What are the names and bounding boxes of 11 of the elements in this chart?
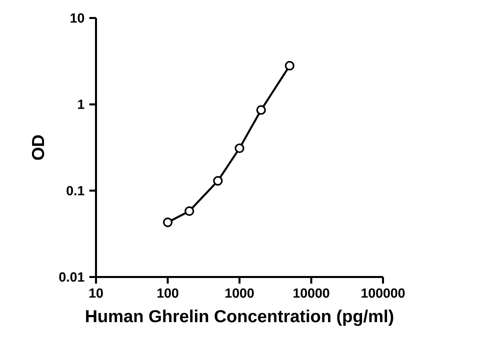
x-tick-label: 1000	[226, 288, 254, 298]
y-tick-label: 0.01	[59, 272, 84, 282]
x-tick-label: 10	[89, 288, 103, 298]
x-tick-label: 10000	[294, 288, 330, 298]
x-tick-label: 100000	[362, 288, 405, 298]
x-axis-title: Human Ghrelin Concentration (pg/ml)	[86, 310, 394, 326]
y-axis-title: OD	[32, 135, 44, 160]
x-tick-label: 100	[157, 288, 178, 298]
y-tick-label: 1	[78, 100, 84, 109]
y-tick-label: 0.1	[66, 186, 84, 196]
y-tick-label: 10	[70, 13, 84, 23]
